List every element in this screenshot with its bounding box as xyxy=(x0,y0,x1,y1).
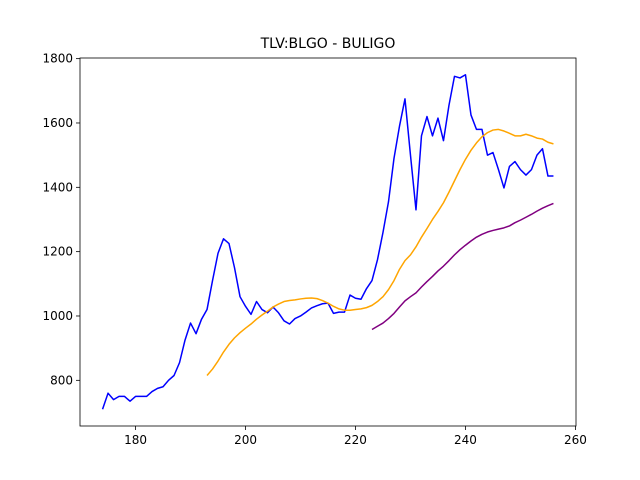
line-series xyxy=(101,73,554,410)
y-tick-label: 1200 xyxy=(42,245,73,259)
x-tick-label: 220 xyxy=(344,433,367,447)
y-tick-label: 1800 xyxy=(42,52,73,66)
y-tick-label: 1400 xyxy=(42,180,73,194)
y-tick-label: 1000 xyxy=(42,309,73,323)
x-tick-label: 180 xyxy=(124,433,147,447)
x-tick-label: 200 xyxy=(234,433,257,447)
y-tick-label: 800 xyxy=(50,373,73,387)
y-tick-label: 1600 xyxy=(42,116,73,130)
chart-title: TLV:BLGO - BULIGO xyxy=(260,36,396,52)
plot-frame xyxy=(79,57,577,427)
x-tick-label: 240 xyxy=(454,433,477,447)
line-series xyxy=(371,202,554,331)
line-series xyxy=(206,128,554,376)
x-tick-label: 260 xyxy=(564,433,587,447)
